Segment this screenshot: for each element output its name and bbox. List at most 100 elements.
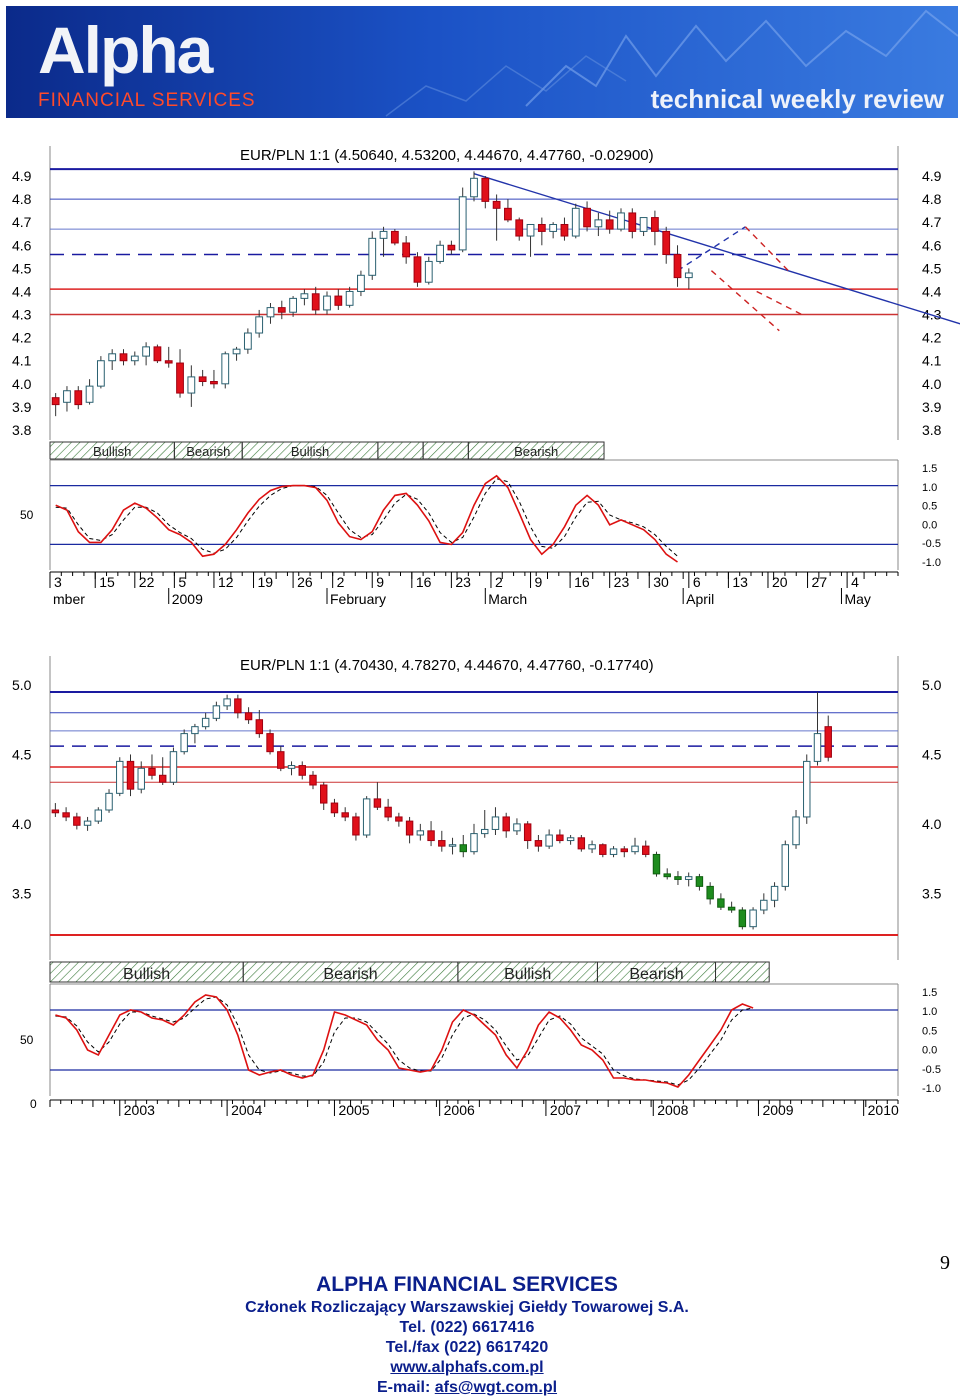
y-tick-label-left: 4.4 bbox=[12, 283, 32, 299]
x-tick-label: 2005 bbox=[338, 1102, 369, 1118]
y-tick-label-left: 5.0 bbox=[12, 677, 32, 693]
candle-body bbox=[234, 698, 242, 714]
y-tick-label-right: 4.7 bbox=[922, 214, 942, 230]
candle-body bbox=[395, 816, 403, 822]
candle-body bbox=[232, 348, 241, 355]
y-tick-label-right: 4.4 bbox=[922, 283, 942, 299]
stoch-right-tick: -1.0 bbox=[922, 1083, 941, 1095]
x-tick-label: 30 bbox=[653, 574, 669, 590]
candle-body bbox=[390, 230, 399, 244]
candle-body bbox=[330, 802, 339, 814]
candle-body bbox=[459, 844, 467, 853]
candle-body bbox=[706, 885, 714, 900]
candle-body bbox=[760, 899, 768, 911]
signal-label: Bullish bbox=[291, 444, 329, 459]
x-tick-label: 15 bbox=[99, 574, 115, 590]
signal-label: Bearish bbox=[629, 966, 683, 983]
footer-email-link[interactable]: afs@wgt.com.pl bbox=[434, 1379, 558, 1396]
y-tick-label-right: 5.0 bbox=[922, 677, 942, 693]
candle-body bbox=[481, 177, 490, 202]
stoch-right-tick: 0.0 bbox=[922, 1045, 937, 1057]
x-tick-label: 22 bbox=[139, 574, 155, 590]
candle-body bbox=[176, 362, 184, 394]
candle-body bbox=[481, 828, 489, 835]
candle-body bbox=[583, 207, 591, 228]
candle-body bbox=[427, 830, 435, 842]
y-tick-label-right: 4.0 bbox=[922, 816, 942, 832]
candle-body bbox=[255, 316, 264, 334]
candle-body bbox=[323, 295, 331, 311]
trend-line bbox=[710, 270, 780, 332]
candle-body bbox=[824, 726, 832, 758]
signal-segment bbox=[377, 441, 424, 460]
chart-title: EUR/PLN 1:1 (4.70430, 4.78270, 4.44670, … bbox=[240, 657, 654, 674]
candle-body bbox=[458, 196, 467, 251]
logo: Alpha bbox=[38, 13, 213, 87]
candle-body bbox=[311, 293, 320, 311]
x-tick-label: 6 bbox=[693, 574, 701, 590]
candle-body bbox=[560, 223, 569, 237]
candle-body bbox=[502, 816, 510, 832]
x-tick-label: 2003 bbox=[124, 1102, 155, 1118]
y-tick-label-left: 4.5 bbox=[12, 746, 32, 762]
candle-body bbox=[384, 806, 392, 818]
y-tick-label-right: 4.9 bbox=[922, 168, 942, 184]
stoch-left-tick: 0 bbox=[30, 1097, 37, 1111]
candle-body bbox=[504, 207, 512, 221]
trend-line bbox=[744, 226, 792, 274]
footer-fax: Tel./fax (022) 6617420 bbox=[385, 1339, 549, 1356]
candle-body bbox=[642, 845, 650, 855]
candle-body bbox=[320, 784, 328, 804]
signal-segment bbox=[715, 961, 770, 983]
candle-body bbox=[287, 765, 296, 769]
candle-body bbox=[513, 823, 521, 832]
footer-website-link[interactable]: www.alphafs.com.pl bbox=[390, 1359, 544, 1376]
stoch-right-tick: -1.0 bbox=[922, 557, 941, 569]
x-tick-label: 2007 bbox=[550, 1102, 581, 1118]
signal-label: Bullish bbox=[93, 444, 131, 459]
y-tick-label-left: 4.1 bbox=[12, 353, 32, 369]
y-tick-label-right: 4.5 bbox=[922, 260, 942, 276]
stoch-right-tick: 1.0 bbox=[922, 1006, 937, 1018]
y-tick-label-right: 4.1 bbox=[922, 353, 942, 369]
candle-body bbox=[545, 834, 553, 847]
candle-body bbox=[266, 307, 275, 318]
candle-body bbox=[126, 760, 135, 790]
candle-body bbox=[566, 837, 575, 842]
candle-body bbox=[341, 812, 349, 818]
candle-body bbox=[416, 830, 425, 836]
candle-body bbox=[639, 217, 648, 232]
signal-segment bbox=[422, 441, 469, 460]
signal-segment bbox=[467, 441, 605, 460]
y-tick-label-left: 4.6 bbox=[12, 237, 32, 253]
stoch-right-tick: 0.5 bbox=[922, 1025, 937, 1037]
candle-body bbox=[116, 760, 124, 794]
signal-label: Bearish bbox=[186, 444, 230, 459]
candle-body bbox=[588, 844, 596, 850]
candle-body bbox=[210, 381, 218, 385]
candle-body bbox=[63, 390, 71, 403]
candle-body bbox=[153, 346, 162, 362]
x-tick-label: 23 bbox=[614, 574, 630, 590]
candle-body bbox=[534, 840, 543, 847]
stoch-right-tick: 1.0 bbox=[922, 482, 937, 494]
candle-body bbox=[142, 346, 150, 357]
trend-line bbox=[473, 173, 960, 325]
y-tick-label-left: 4.0 bbox=[12, 816, 32, 832]
candle-body bbox=[352, 816, 360, 836]
footer-tel: Tel. (022) 6617416 bbox=[399, 1319, 535, 1336]
candle-body bbox=[169, 751, 178, 783]
candle-body bbox=[599, 844, 607, 855]
chart-eurpln-long-term: EUR/PLN 1:1 (4.70430, 4.78270, 4.44670, … bbox=[12, 656, 942, 1118]
candle-body bbox=[651, 217, 659, 232]
candle-body bbox=[424, 260, 433, 283]
candle-body bbox=[357, 274, 365, 292]
candle-body bbox=[300, 293, 309, 299]
stoch-signal-line bbox=[55, 996, 754, 1086]
y-tick-label-left: 4.8 bbox=[12, 191, 32, 207]
signal-label: Bearish bbox=[514, 444, 558, 459]
footer-email-label: E-mail: bbox=[376, 1379, 435, 1396]
page-number: 9 bbox=[940, 1252, 950, 1274]
footer-member: Członek Rozliczający Warszawskiej Giełdy… bbox=[245, 1299, 689, 1316]
candle-body bbox=[298, 765, 306, 776]
